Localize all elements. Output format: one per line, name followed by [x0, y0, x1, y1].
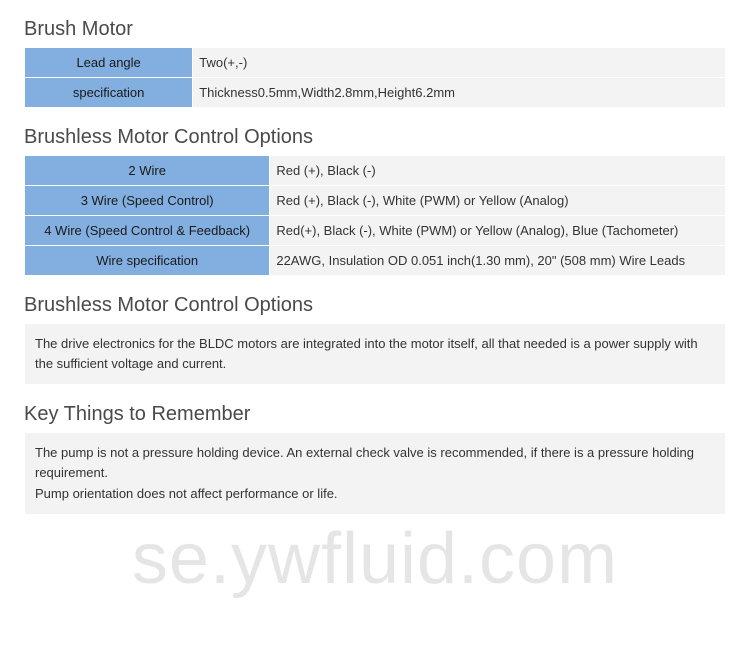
row-label: specification — [25, 78, 193, 108]
row-label: Wire specification — [25, 246, 270, 276]
key-things-title: Key Things to Remember — [24, 403, 726, 426]
table-row: Lead angle Two(+,-) — [25, 48, 726, 78]
row-label: Lead angle — [25, 48, 193, 78]
table-row: 3 Wire (Speed Control) Red (+), Black (-… — [25, 186, 726, 216]
key-things-line2: Pump orientation does not affect perform… — [35, 484, 715, 504]
control-note-text: The drive electronics for the BLDC motor… — [24, 323, 726, 385]
watermark-text: se.ywfluid.com — [132, 518, 618, 600]
key-things-section: Key Things to Remember The pump is not a… — [24, 403, 726, 514]
row-label: 3 Wire (Speed Control) — [25, 186, 270, 216]
brush-motor-section: Brush Motor Lead angle Two(+,-) specific… — [24, 18, 726, 108]
table-row: Wire specification 22AWG, Insulation OD … — [25, 246, 726, 276]
row-value: Thickness0.5mm,Width2.8mm,Height6.2mm — [193, 78, 726, 108]
row-value: Two(+,-) — [193, 48, 726, 78]
key-things-box: The pump is not a pressure holding devic… — [24, 432, 726, 514]
control-options-title: Brushless Motor Control Options — [24, 126, 726, 149]
control-note-title: Brushless Motor Control Options — [24, 294, 726, 317]
row-value: Red (+), Black (-), White (PWM) or Yello… — [270, 186, 726, 216]
brush-motor-table: Lead angle Two(+,-) specification Thickn… — [24, 47, 726, 108]
control-options-table: 2 Wire Red (+), Black (-) 3 Wire (Speed … — [24, 155, 726, 276]
row-label: 2 Wire — [25, 156, 270, 186]
table-row: specification Thickness0.5mm,Width2.8mm,… — [25, 78, 726, 108]
row-value: 22AWG, Insulation OD 0.051 inch(1.30 mm)… — [270, 246, 726, 276]
key-things-line1: The pump is not a pressure holding devic… — [35, 443, 715, 483]
row-value: Red (+), Black (-) — [270, 156, 726, 186]
brush-motor-title: Brush Motor — [24, 18, 726, 41]
control-options-section: Brushless Motor Control Options 2 Wire R… — [24, 126, 726, 276]
table-row: 4 Wire (Speed Control & Feedback) Red(+)… — [25, 216, 726, 246]
row-value: Red(+), Black (-), White (PWM) or Yellow… — [270, 216, 726, 246]
control-note-section: Brushless Motor Control Options The driv… — [24, 294, 726, 385]
table-row: 2 Wire Red (+), Black (-) — [25, 156, 726, 186]
row-label: 4 Wire (Speed Control & Feedback) — [25, 216, 270, 246]
